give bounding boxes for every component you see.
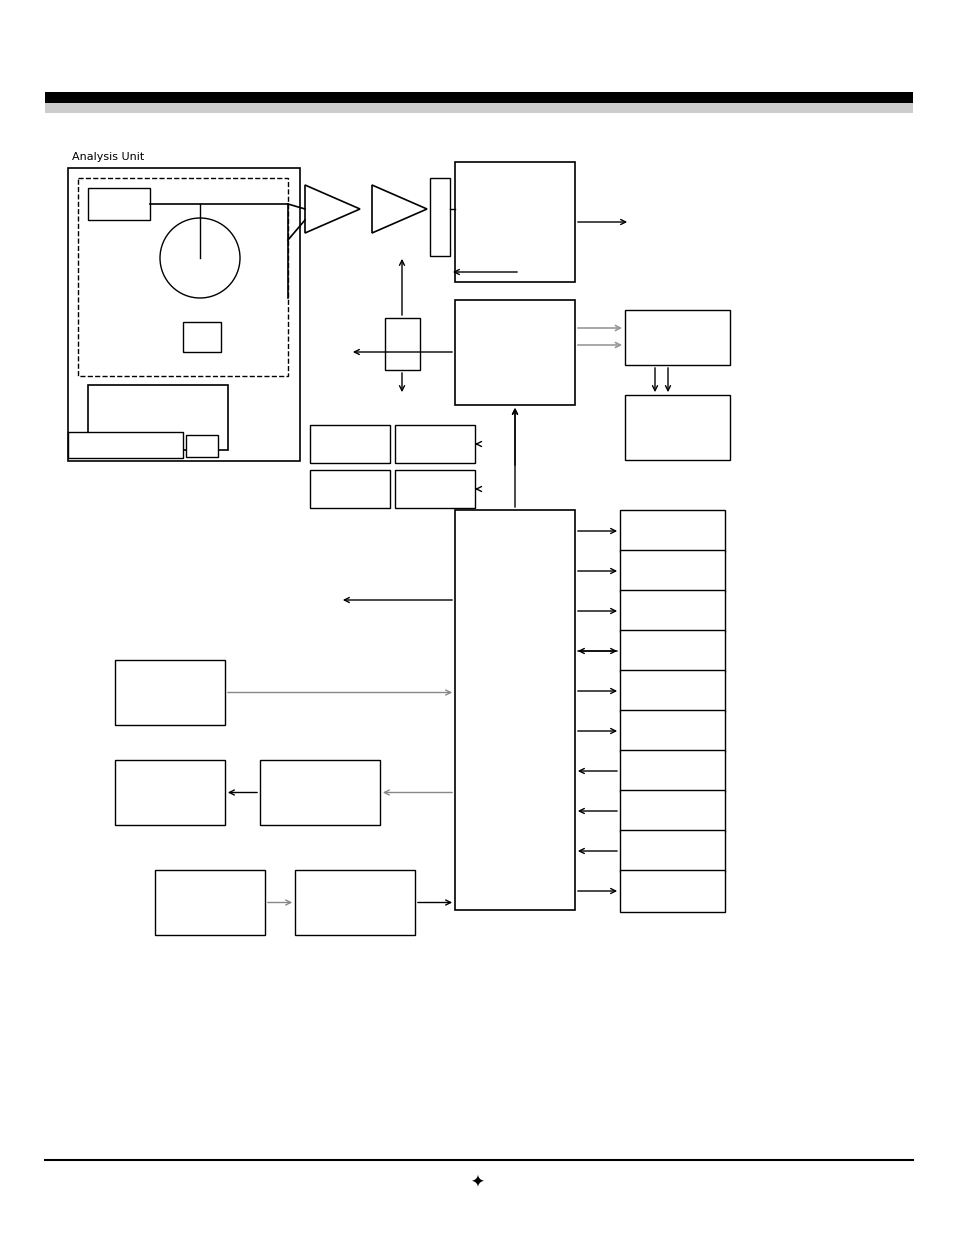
Bar xyxy=(78,178,288,375)
Bar xyxy=(619,510,724,552)
Bar xyxy=(68,168,299,461)
Bar xyxy=(186,435,218,457)
Bar xyxy=(619,830,724,872)
Bar xyxy=(183,322,221,352)
Bar xyxy=(619,710,724,752)
Bar xyxy=(624,395,729,459)
Bar xyxy=(395,471,475,508)
Bar xyxy=(294,869,415,935)
Polygon shape xyxy=(372,185,427,233)
Bar xyxy=(115,659,225,725)
Bar xyxy=(45,103,912,112)
Bar xyxy=(619,671,724,713)
Bar xyxy=(619,590,724,632)
Bar xyxy=(455,162,575,282)
Bar xyxy=(455,510,575,910)
Bar xyxy=(624,310,729,366)
Bar xyxy=(45,91,912,103)
Text: Analysis Unit: Analysis Unit xyxy=(71,152,144,162)
Polygon shape xyxy=(305,185,359,233)
Bar xyxy=(115,760,225,825)
Bar xyxy=(260,760,379,825)
Ellipse shape xyxy=(160,219,240,298)
Bar xyxy=(619,750,724,792)
Bar xyxy=(430,178,450,256)
Bar xyxy=(395,425,475,463)
Bar xyxy=(154,869,265,935)
Bar xyxy=(455,300,575,405)
Bar xyxy=(68,432,183,458)
Bar xyxy=(88,188,150,220)
Bar xyxy=(619,790,724,832)
Bar xyxy=(619,630,724,672)
Text: ✦: ✦ xyxy=(470,1174,483,1192)
Bar xyxy=(385,317,419,370)
Bar xyxy=(310,425,390,463)
Bar xyxy=(310,471,390,508)
Bar xyxy=(619,550,724,592)
Bar xyxy=(619,869,724,911)
Bar xyxy=(88,385,228,450)
